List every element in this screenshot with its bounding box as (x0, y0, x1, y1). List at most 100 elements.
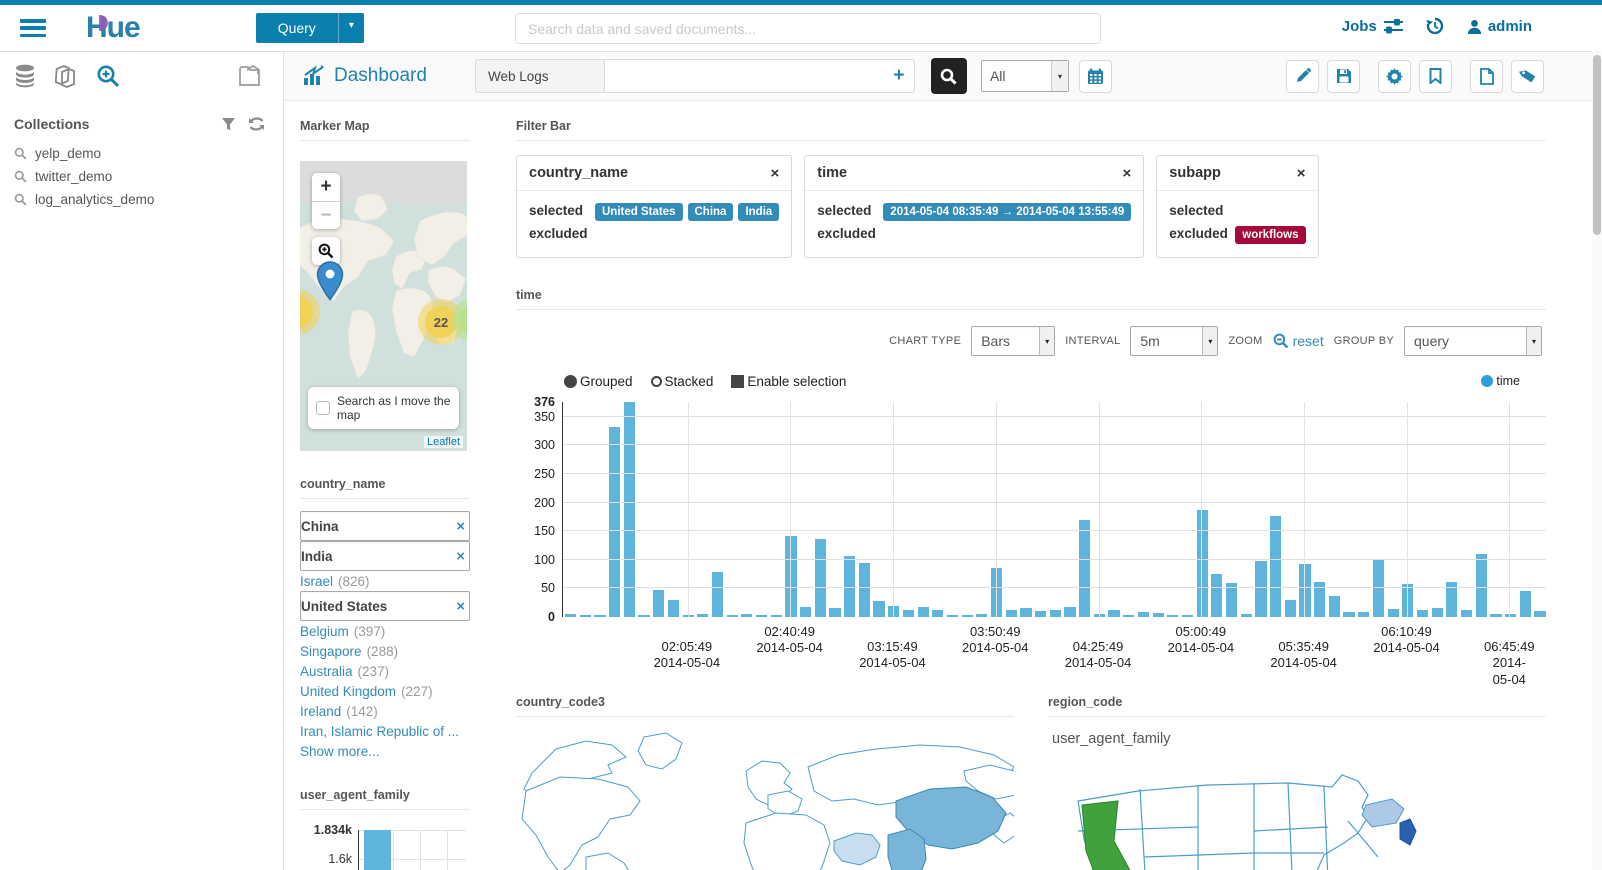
filter-chip[interactable]: United States (595, 203, 683, 221)
marker-map[interactable]: + − Search as I move the map Leaflet (300, 161, 467, 451)
facet-value-label[interactable]: Belgium (300, 623, 349, 639)
user-agent-bar[interactable] (364, 830, 391, 870)
time-bar[interactable] (1490, 613, 1502, 617)
time-bar[interactable] (1460, 610, 1473, 617)
time-bar[interactable] (1314, 581, 1326, 617)
facet-value-row[interactable]: United Kingdom (227) (300, 681, 470, 701)
chart-legend[interactable]: time (1481, 374, 1520, 388)
enable-selection-toggle[interactable]: Enable selection (731, 374, 846, 389)
time-bar[interactable] (594, 615, 606, 617)
scope-select[interactable]: All ▾ (980, 60, 1069, 92)
global-search-input[interactable] (515, 13, 1101, 44)
facet-value-label[interactable]: Israel (300, 573, 334, 589)
time-bar[interactable] (976, 613, 988, 617)
time-bar[interactable] (1328, 595, 1340, 617)
zoom-out-reset-icon[interactable] (1273, 333, 1289, 349)
remove-filter-icon[interactable]: × (456, 547, 465, 565)
close-icon[interactable]: × (1296, 164, 1306, 182)
time-bar[interactable] (932, 609, 944, 617)
tags-button[interactable] (1511, 59, 1544, 93)
filter-chip[interactable]: 2014-05-04 08:35:49 → 2014-05-04 13:55:4… (883, 203, 1132, 221)
settings-button[interactable] (1378, 59, 1411, 93)
facet-value-label[interactable]: India (301, 548, 333, 564)
time-bar[interactable] (741, 614, 753, 617)
time-bar[interactable] (623, 402, 635, 617)
time-bar[interactable] (829, 607, 841, 617)
world-choropleth-map[interactable] (516, 731, 1014, 870)
facet-value-label[interactable]: Singapore (300, 643, 362, 659)
remove-filter-icon[interactable]: × (456, 597, 465, 615)
add-widget-button[interactable]: + (884, 65, 914, 87)
zoom-reset-link[interactable]: reset (1292, 333, 1324, 349)
copy-documents-icon[interactable] (54, 64, 78, 89)
filter-icon[interactable] (221, 117, 236, 132)
facet-value-row[interactable]: Iran, Islamic Republic of ... (300, 721, 470, 741)
time-bar[interactable] (1270, 516, 1282, 617)
time-bar[interactable] (1137, 611, 1149, 617)
time-bar[interactable] (726, 615, 738, 617)
dashboard-query-input[interactable] (604, 60, 884, 92)
collection-item[interactable]: twitter_demo (0, 165, 283, 188)
zoom-out-button[interactable]: − (312, 201, 340, 229)
time-bar[interactable] (1035, 611, 1047, 617)
leaflet-attribution-link[interactable]: Leaflet (423, 436, 463, 448)
hue-logo[interactable]: Hue (86, 13, 141, 43)
time-bar[interactable] (858, 563, 870, 617)
facet-value-row[interactable]: India × (300, 541, 470, 571)
map-marker-pin[interactable] (315, 261, 345, 301)
facet-value-label[interactable]: China (301, 518, 339, 534)
facet-value-row[interactable]: Belgium (397) (300, 621, 470, 641)
jobs-link[interactable]: Jobs (1342, 18, 1403, 35)
time-bar[interactable] (844, 555, 856, 617)
time-bar[interactable] (961, 615, 973, 617)
calendar-button[interactable] (1078, 59, 1112, 93)
facet-value-label[interactable]: Australia (300, 663, 353, 679)
save-dashboard-button[interactable] (1327, 59, 1360, 93)
time-bar[interactable] (770, 615, 782, 617)
facet-value-label[interactable]: United Kingdom (300, 683, 397, 699)
filter-chip[interactable]: workflows (1235, 226, 1306, 244)
user-menu[interactable]: admin (1467, 18, 1532, 35)
collection-name-box[interactable]: Web Logs (474, 59, 605, 93)
mode-grouped-radio[interactable]: Grouped (564, 374, 633, 389)
remove-filter-icon[interactable]: × (456, 517, 465, 535)
page-scrollbar[interactable] (1592, 51, 1602, 870)
interval-select[interactable]: 5m ▾ (1130, 326, 1219, 356)
zoom-in-icon[interactable] (96, 64, 121, 89)
time-bar[interactable] (697, 614, 709, 617)
time-bar[interactable] (1020, 608, 1032, 617)
facet-value-row[interactable]: China × (300, 511, 470, 541)
facet-value-row[interactable]: United States × (300, 591, 470, 621)
time-bar[interactable] (579, 615, 591, 617)
close-icon[interactable]: × (1122, 164, 1132, 182)
map-cluster[interactable]: 5 (300, 289, 320, 335)
time-bar[interactable] (1211, 574, 1223, 617)
time-bar[interactable] (1299, 564, 1311, 617)
time-bar[interactable] (1358, 612, 1370, 617)
collection-item[interactable]: log_analytics_demo (0, 188, 283, 211)
time-bar[interactable] (1284, 599, 1296, 617)
zoom-in-button[interactable]: + (312, 173, 340, 201)
map-cluster[interactable]: 2 (452, 297, 467, 343)
bookmark-button[interactable] (1419, 59, 1452, 93)
refresh-icon[interactable] (248, 116, 265, 132)
facet-value-row[interactable]: Ireland (142) (300, 701, 470, 721)
time-bar[interactable] (1225, 582, 1238, 617)
time-bar[interactable] (1431, 608, 1443, 617)
time-bar[interactable] (1534, 611, 1546, 617)
time-bar[interactable] (755, 615, 768, 617)
facet-value-label[interactable]: Ireland (300, 703, 342, 719)
time-bar[interactable] (1123, 614, 1135, 617)
time-bar[interactable] (1181, 615, 1194, 617)
time-bar[interactable] (1416, 610, 1429, 617)
time-bar[interactable] (917, 607, 929, 617)
show-more-link[interactable]: Show more... (300, 744, 380, 759)
time-bar[interactable] (1505, 614, 1517, 617)
search-as-move-checkbox[interactable] (316, 401, 330, 415)
time-bar[interactable] (1167, 614, 1179, 617)
us-choropleth-map[interactable] (1048, 761, 1468, 870)
close-icon[interactable]: × (770, 164, 780, 182)
facet-value-label[interactable]: United States (301, 598, 388, 614)
time-bar[interactable] (609, 426, 621, 617)
time-bar[interactable] (902, 609, 914, 617)
